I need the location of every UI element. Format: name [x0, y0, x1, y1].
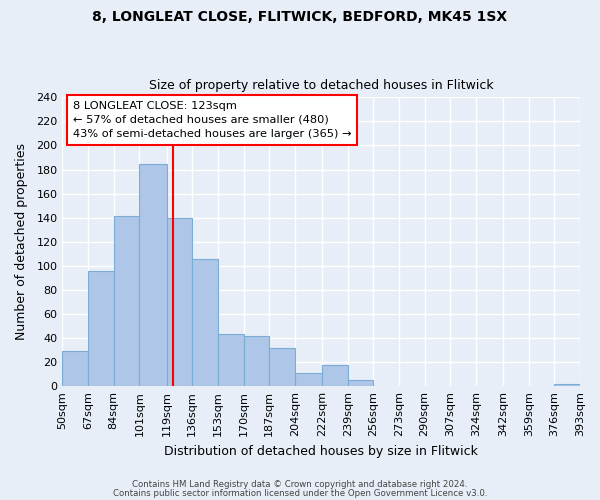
Bar — [167, 218, 192, 386]
Bar — [295, 373, 322, 386]
Bar — [114, 216, 139, 386]
Title: Size of property relative to detached houses in Flitwick: Size of property relative to detached ho… — [149, 79, 494, 92]
Bar — [139, 164, 167, 386]
Text: 8 LONGLEAT CLOSE: 123sqm
← 57% of detached houses are smaller (480)
43% of semi-: 8 LONGLEAT CLOSE: 123sqm ← 57% of detach… — [73, 101, 352, 139]
Bar — [269, 348, 295, 386]
Text: Contains HM Land Registry data © Crown copyright and database right 2024.: Contains HM Land Registry data © Crown c… — [132, 480, 468, 489]
Bar — [322, 364, 347, 386]
Text: 8, LONGLEAT CLOSE, FLITWICK, BEDFORD, MK45 1SX: 8, LONGLEAT CLOSE, FLITWICK, BEDFORD, MK… — [92, 10, 508, 24]
Bar — [347, 380, 373, 386]
Bar — [554, 384, 580, 386]
Bar — [244, 336, 269, 386]
Bar — [62, 352, 88, 386]
Text: Contains public sector information licensed under the Open Government Licence v3: Contains public sector information licen… — [113, 490, 487, 498]
Bar — [88, 270, 114, 386]
X-axis label: Distribution of detached houses by size in Flitwick: Distribution of detached houses by size … — [164, 444, 478, 458]
Bar — [192, 258, 218, 386]
Y-axis label: Number of detached properties: Number of detached properties — [15, 144, 28, 340]
Bar — [218, 334, 244, 386]
